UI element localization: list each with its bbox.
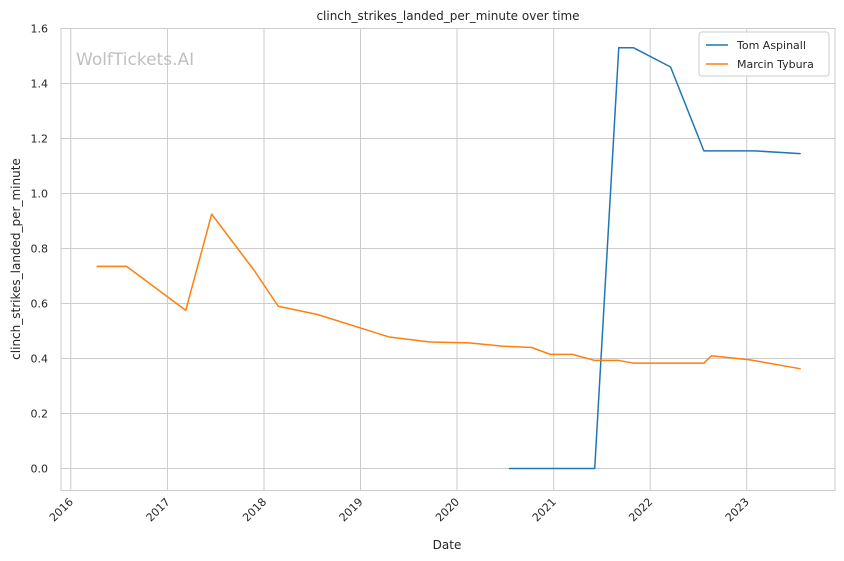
legend-label-tom-aspinall: Tom Aspinall xyxy=(736,39,806,52)
y-tick-label: 1.4 xyxy=(31,78,49,91)
y-tick-label: 0.0 xyxy=(31,463,49,476)
y-tick-label: 0.2 xyxy=(31,408,49,421)
y-axis-label: clinch_strikes_landed_per_minute xyxy=(9,158,23,360)
chart-title: clinch_strikes_landed_per_minute over ti… xyxy=(316,9,579,23)
y-tick-label: 0.6 xyxy=(31,298,49,311)
legend-label-marcin-tybura: Marcin Tybura xyxy=(737,58,814,71)
series-line-tom-aspinall xyxy=(508,47,801,470)
series-line-marcin-tybura xyxy=(96,213,801,370)
plot-area-frame xyxy=(60,28,836,491)
y-tick-label: 1.0 xyxy=(31,188,49,201)
y-tick-label: 1.2 xyxy=(31,133,49,146)
y-tick-label: 1.6 xyxy=(31,23,49,36)
x-axis-label: Date xyxy=(433,538,462,552)
watermark: WolfTickets.AI xyxy=(76,50,194,70)
legend: Tom Aspinall Marcin Tybura xyxy=(698,31,830,77)
y-tick-labels: 0.0 0.2 0.4 0.6 0.8 1.0 1.2 1.4 1.6 xyxy=(31,23,49,476)
series-layer xyxy=(96,47,801,470)
y-tick-label: 0.4 xyxy=(31,353,49,366)
grid xyxy=(61,28,835,491)
legend-box xyxy=(698,31,830,77)
y-tick-label: 0.8 xyxy=(31,243,49,256)
